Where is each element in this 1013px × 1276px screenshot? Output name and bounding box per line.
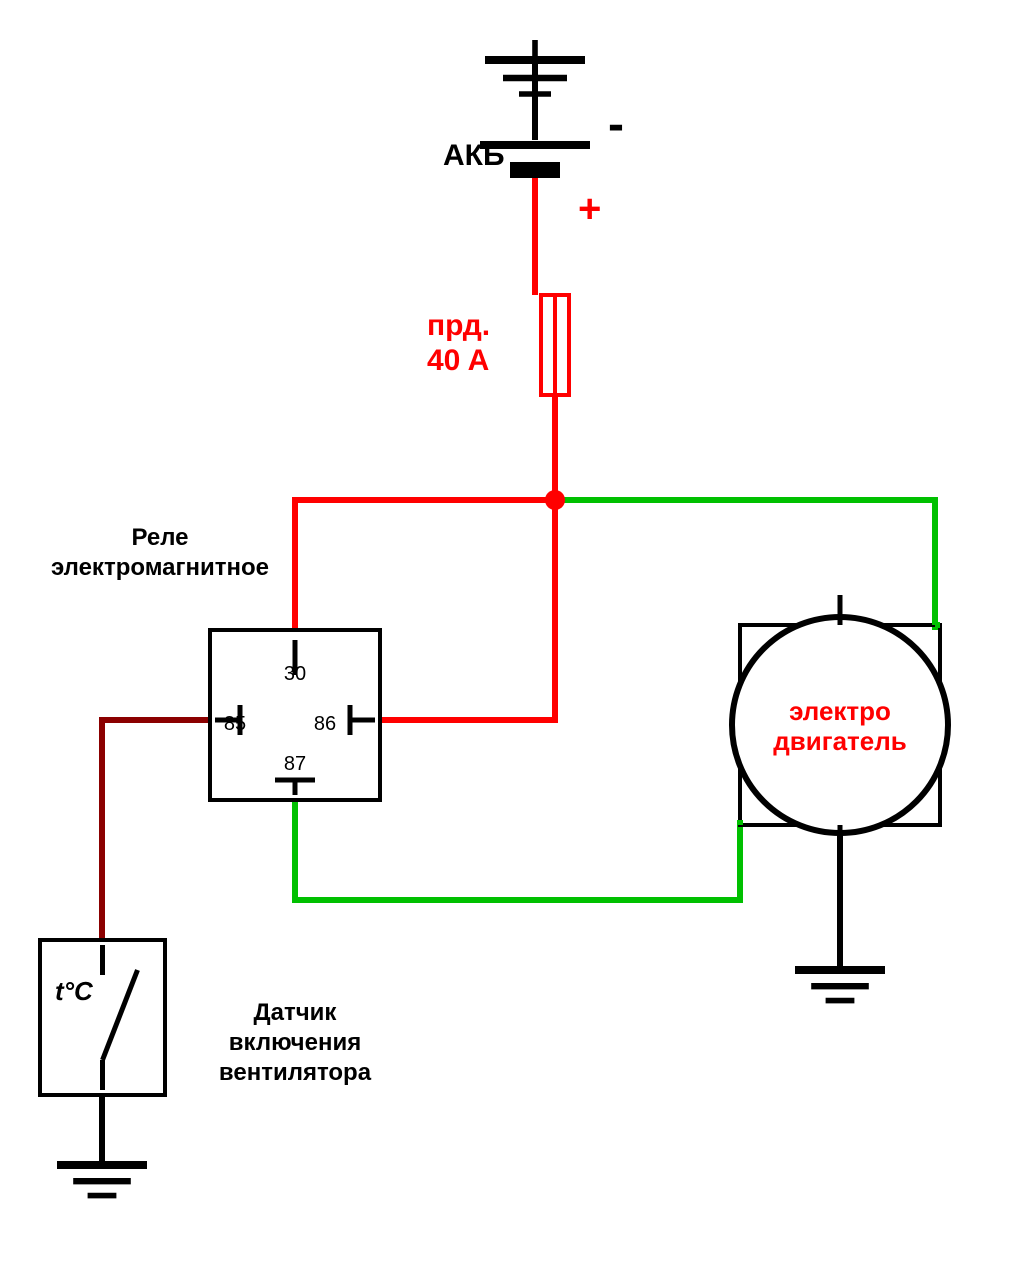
t_c-label: t°C	[55, 976, 94, 1006]
relay2-label: электромагнитное	[51, 554, 269, 581]
battery-label: АКБ	[443, 139, 505, 172]
ground-symbol	[57, 1147, 147, 1196]
junction-node	[545, 490, 565, 510]
plus-label: +	[578, 187, 601, 231]
green-wire	[555, 500, 935, 630]
relay1-label: Реле	[131, 524, 188, 551]
relay-pin-label: 86	[314, 713, 336, 735]
relay-pin-label: 85	[224, 713, 246, 735]
relay-pin-label: 30	[284, 663, 306, 685]
relay-pin-label: 87	[284, 753, 306, 775]
sensor2-label: включения	[229, 1029, 361, 1056]
darkred-wire	[102, 720, 210, 940]
red-wire	[380, 500, 555, 720]
green-wire	[295, 790, 740, 900]
ground-symbol	[795, 952, 885, 1001]
minus-label: -	[608, 98, 624, 151]
motor1-label: электро	[789, 696, 891, 726]
fuse2-label: 40 A	[427, 344, 489, 377]
sensor3-label: вентилятора	[219, 1059, 372, 1086]
red-wire	[295, 500, 555, 640]
fuse1-label: прд.	[427, 309, 490, 342]
motor2-label: двигатель	[773, 726, 906, 756]
sensor1-label: Датчик	[254, 999, 338, 1026]
